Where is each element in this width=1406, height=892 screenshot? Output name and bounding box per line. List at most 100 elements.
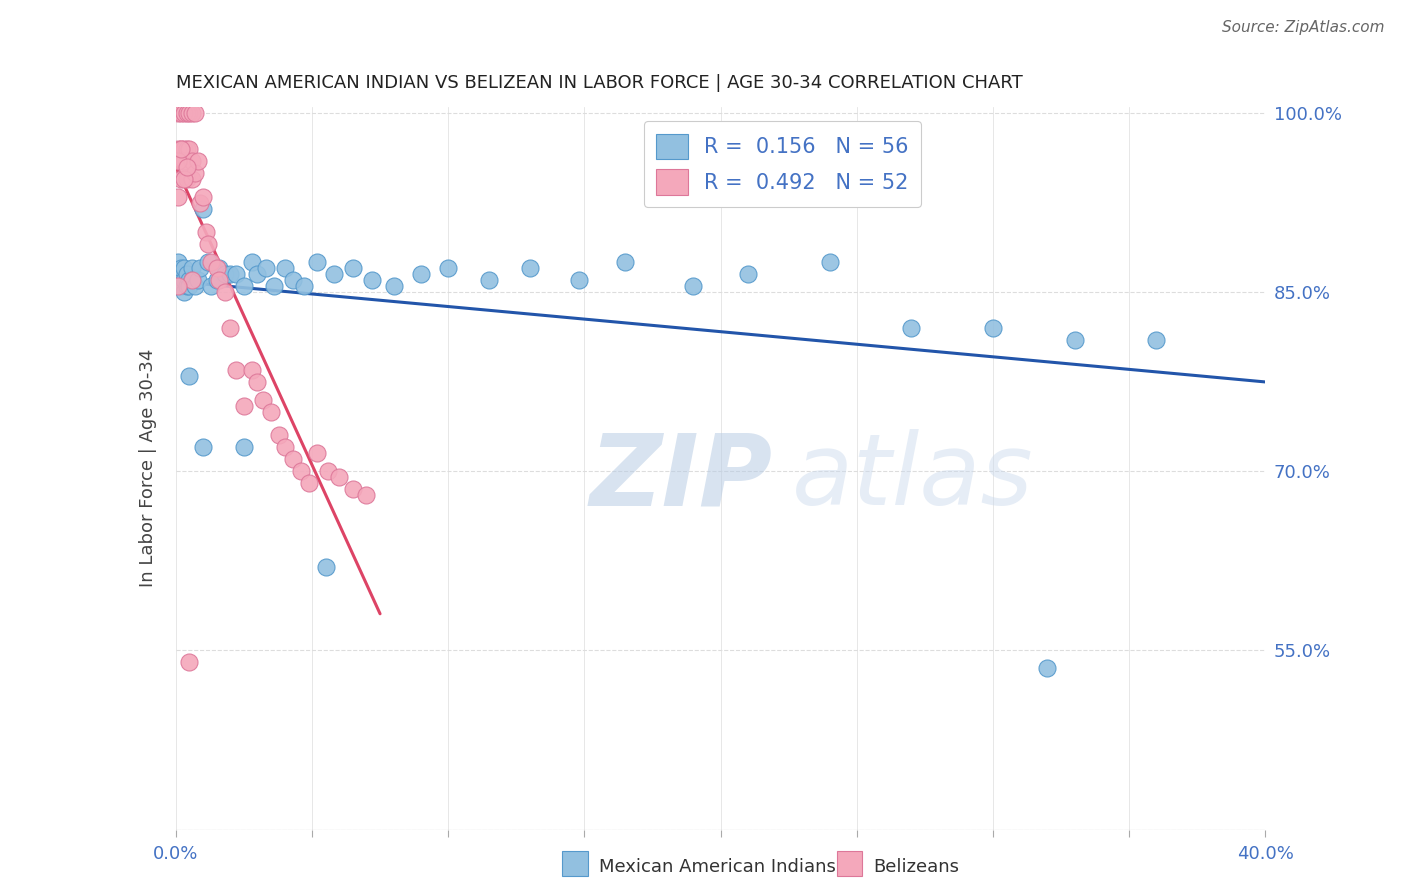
Point xyxy=(737,267,759,281)
Point xyxy=(281,452,304,467)
Point xyxy=(176,106,198,120)
Point xyxy=(176,279,198,293)
Text: Mexican American Indians: Mexican American Indians xyxy=(599,858,835,876)
Point xyxy=(274,261,297,276)
Point xyxy=(818,255,841,269)
Point xyxy=(318,464,340,478)
Point xyxy=(290,464,312,478)
Point xyxy=(173,171,195,186)
Point xyxy=(232,279,254,293)
Point xyxy=(328,470,350,484)
Point xyxy=(176,160,198,174)
Point xyxy=(342,261,364,276)
Point xyxy=(356,488,378,502)
Point xyxy=(179,368,201,383)
Point xyxy=(568,273,591,287)
Point xyxy=(1063,333,1085,347)
Point xyxy=(232,399,254,413)
Point xyxy=(167,273,190,287)
Text: ZIP: ZIP xyxy=(591,429,773,526)
Point xyxy=(205,273,228,287)
Point xyxy=(176,267,198,281)
Text: atlas: atlas xyxy=(792,429,1033,526)
Point xyxy=(181,106,204,120)
Point xyxy=(167,279,190,293)
Point xyxy=(170,142,193,156)
Point xyxy=(173,273,195,287)
Point xyxy=(173,153,195,168)
Point xyxy=(179,656,201,670)
Point xyxy=(315,559,337,574)
Point xyxy=(307,255,329,269)
Point xyxy=(382,279,405,293)
Point xyxy=(478,273,501,287)
Point xyxy=(437,261,460,276)
Point xyxy=(167,106,190,120)
Point xyxy=(614,255,637,269)
Point xyxy=(181,171,204,186)
Point xyxy=(173,261,195,276)
Point xyxy=(342,482,364,496)
Point xyxy=(191,202,214,216)
Point xyxy=(263,279,285,293)
Point xyxy=(292,279,315,293)
Point xyxy=(186,153,209,168)
Point xyxy=(194,226,217,240)
Point xyxy=(173,285,195,300)
Y-axis label: In Labor Force | Age 30-34: In Labor Force | Age 30-34 xyxy=(139,349,157,588)
Point xyxy=(900,321,922,335)
Point xyxy=(1036,661,1059,675)
Point xyxy=(170,267,193,281)
Point xyxy=(208,273,231,287)
Point xyxy=(170,261,193,276)
Point xyxy=(191,441,214,455)
Point xyxy=(167,142,190,156)
Point xyxy=(188,261,211,276)
Point xyxy=(186,273,209,287)
Point xyxy=(240,363,263,377)
Point xyxy=(179,142,201,156)
Point xyxy=(181,273,204,287)
Point xyxy=(322,267,344,281)
Point xyxy=(170,171,193,186)
Point xyxy=(188,195,211,210)
Point xyxy=(205,261,228,276)
Point xyxy=(274,441,297,455)
Point xyxy=(307,446,329,460)
Point xyxy=(181,261,204,276)
Text: Belizeans: Belizeans xyxy=(873,858,959,876)
Point xyxy=(170,106,193,120)
Point xyxy=(170,279,193,293)
Point xyxy=(214,285,236,300)
Point xyxy=(184,106,207,120)
Point xyxy=(167,255,190,269)
Point xyxy=(260,404,283,418)
Point xyxy=(173,106,195,120)
Point xyxy=(197,237,219,252)
Point xyxy=(219,321,242,335)
Point xyxy=(225,363,247,377)
Point xyxy=(176,142,198,156)
Point xyxy=(281,273,304,287)
Text: Source: ZipAtlas.com: Source: ZipAtlas.com xyxy=(1222,20,1385,35)
Point xyxy=(246,375,269,389)
Point xyxy=(200,279,222,293)
Point xyxy=(519,261,541,276)
Point xyxy=(191,189,214,203)
Point xyxy=(197,255,219,269)
Point xyxy=(179,273,201,287)
Point xyxy=(179,106,201,120)
Point xyxy=(214,267,236,281)
Point xyxy=(208,261,231,276)
Point xyxy=(225,267,247,281)
Point xyxy=(254,261,277,276)
Point xyxy=(167,153,190,168)
Point xyxy=(219,267,242,281)
Point xyxy=(181,153,204,168)
Point xyxy=(360,273,382,287)
Text: MEXICAN AMERICAN INDIAN VS BELIZEAN IN LABOR FORCE | AGE 30-34 CORRELATION CHART: MEXICAN AMERICAN INDIAN VS BELIZEAN IN L… xyxy=(176,74,1022,92)
Legend: R =  0.156   N = 56, R =  0.492   N = 52: R = 0.156 N = 56, R = 0.492 N = 52 xyxy=(644,121,921,207)
Point xyxy=(1144,333,1167,347)
Point xyxy=(240,255,263,269)
Point xyxy=(246,267,269,281)
